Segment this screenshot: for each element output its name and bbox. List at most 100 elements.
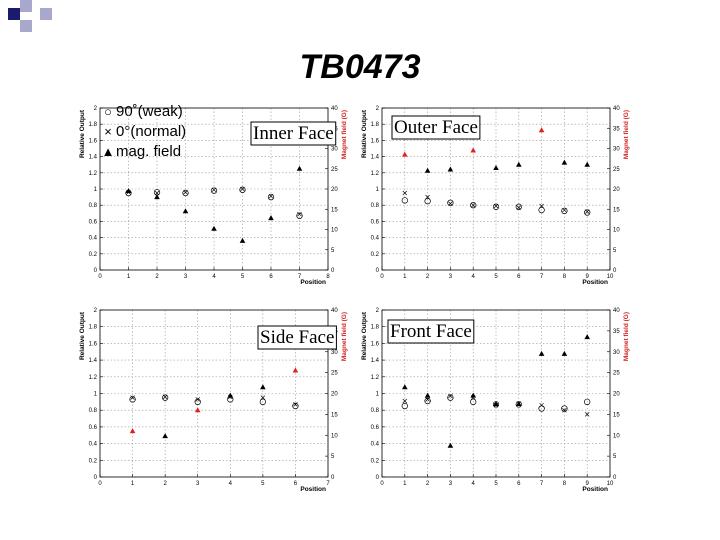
y2-tick-label: 5 <box>331 454 335 460</box>
data-point-field <box>260 384 266 390</box>
x-tick-label: 5 <box>241 274 245 280</box>
data-point-weak <box>239 186 246 193</box>
y-tick-label: 2 <box>376 308 380 314</box>
data-point-weak <box>401 197 408 204</box>
x-tick-label: 2 <box>426 274 430 280</box>
y-tick-label: 0 <box>376 268 380 274</box>
y2-tick-label: 25 <box>331 371 338 377</box>
y-tick-label: 1 <box>376 187 380 193</box>
y2-tick-label: 10 <box>613 228 620 234</box>
y2-tick-label: 0 <box>331 268 335 274</box>
data-point-field <box>424 392 431 398</box>
data-point-normal <box>562 207 567 213</box>
x-tick-label: 4 <box>212 274 216 280</box>
x-tick-label: 1 <box>403 274 407 280</box>
panel-label-outer-face: Outer Face <box>394 117 478 138</box>
y-tick-label: 0.2 <box>89 458 98 464</box>
data-point-field <box>561 350 568 356</box>
y-tick-label: 0.4 <box>371 442 380 448</box>
data-point-field <box>561 159 568 165</box>
y2-tick-label: 40 <box>331 308 338 314</box>
data-point-field <box>447 166 454 172</box>
y2-tick-label: 20 <box>331 187 338 193</box>
y-tick-label: 1.6 <box>371 138 380 144</box>
data-point-weak <box>182 189 189 197</box>
y-tick-label: 0.4 <box>89 236 98 242</box>
y2-tick-label: 10 <box>613 433 620 439</box>
chart-outer-face: 00.20.40.60.811.21.41.61.820510152025303… <box>361 106 630 286</box>
panel-label-side-face: Side Face <box>260 327 334 348</box>
data-point-normal <box>268 194 274 199</box>
y2-tick-label: 30 <box>331 350 338 356</box>
data-point-field <box>292 367 299 373</box>
legend-item-weak: ○ 90˚(weak) <box>100 102 186 122</box>
y-axis-title: Relative Output <box>361 311 368 360</box>
panel-label-inner-face: Inner Face <box>253 123 334 144</box>
panel-label-box <box>250 121 337 146</box>
y2-tick-label: 5 <box>613 454 617 460</box>
triangle-marker-icon: ▲ <box>101 144 115 159</box>
y2-tick-label: 40 <box>613 308 620 314</box>
x-tick-label: 0 <box>98 274 102 280</box>
data-point-normal <box>130 395 135 400</box>
legend-label-normal: 0°(normal) <box>116 123 187 140</box>
y-tick-label: 0.8 <box>371 408 380 414</box>
x-tick-label: 0 <box>380 481 384 487</box>
x-tick-label: 6 <box>294 481 298 487</box>
x-tick-label: 4 <box>472 274 476 280</box>
x-tick-label: 5 <box>261 481 265 487</box>
data-point-weak <box>447 199 454 206</box>
y-tick-label: 1.2 <box>89 375 98 381</box>
data-point-weak <box>470 398 477 405</box>
x-axis-title: Position <box>582 486 608 493</box>
data-point-normal <box>448 201 453 206</box>
data-point-weak <box>515 203 522 210</box>
data-point-normal <box>584 412 590 417</box>
data-point-field <box>402 384 408 390</box>
data-point-normal <box>162 394 168 400</box>
x-tick-label: 9 <box>586 481 590 487</box>
data-point-weak <box>538 206 545 214</box>
data-point-field <box>538 350 545 356</box>
y2-tick-label: 40 <box>613 106 620 112</box>
slide-title: TB0473 <box>299 48 421 86</box>
legend-item-normal: × 0°(normal) <box>100 122 186 142</box>
chart-front-face: 00.20.40.60.811.21.41.61.820510152025303… <box>361 308 630 493</box>
panel-label-front-face: Front Face <box>390 321 472 342</box>
y-tick-label: 1.6 <box>89 138 98 144</box>
data-point-field <box>162 433 168 439</box>
data-point-normal <box>195 397 200 402</box>
data-point-field <box>129 428 136 434</box>
x-tick-label: 5 <box>494 481 498 487</box>
y-tick-label: 0 <box>376 475 380 481</box>
x-tick-label: 4 <box>472 481 476 487</box>
data-point-weak <box>292 402 299 410</box>
y-tick-label: 0.8 <box>89 408 98 414</box>
data-point-field <box>470 147 476 153</box>
y-tick-label: 1.2 <box>89 171 98 177</box>
data-point-normal <box>493 203 499 209</box>
x-axis-title: Position <box>300 486 326 493</box>
data-point-weak <box>561 207 568 215</box>
data-point-field <box>538 127 545 133</box>
y2-tick-label: 0 <box>331 475 335 481</box>
data-point-weak <box>447 394 454 401</box>
cross-marker-icon: × <box>104 124 112 139</box>
data-point-normal <box>297 211 302 217</box>
x-tick-label: 9 <box>586 274 590 280</box>
y2-tick-label: 15 <box>613 207 620 213</box>
y2-tick-label: 25 <box>613 371 620 377</box>
y-axis-title: Relative Output <box>361 109 368 158</box>
data-point-field <box>154 194 160 200</box>
legend-label-weak: 90˚(weak) <box>116 103 183 120</box>
y-tick-label: 0.8 <box>371 203 380 209</box>
y-tick-label: 1.8 <box>89 325 98 331</box>
x-tick-label: 2 <box>163 481 167 487</box>
data-point-weak <box>129 396 136 403</box>
data-point-normal <box>211 187 217 193</box>
data-point-field <box>227 392 234 398</box>
data-point-field <box>125 188 132 194</box>
y-tick-label: 0.6 <box>371 425 380 431</box>
deco-square-light-3 <box>40 8 52 20</box>
y2-tick-label: 30 <box>613 147 620 153</box>
